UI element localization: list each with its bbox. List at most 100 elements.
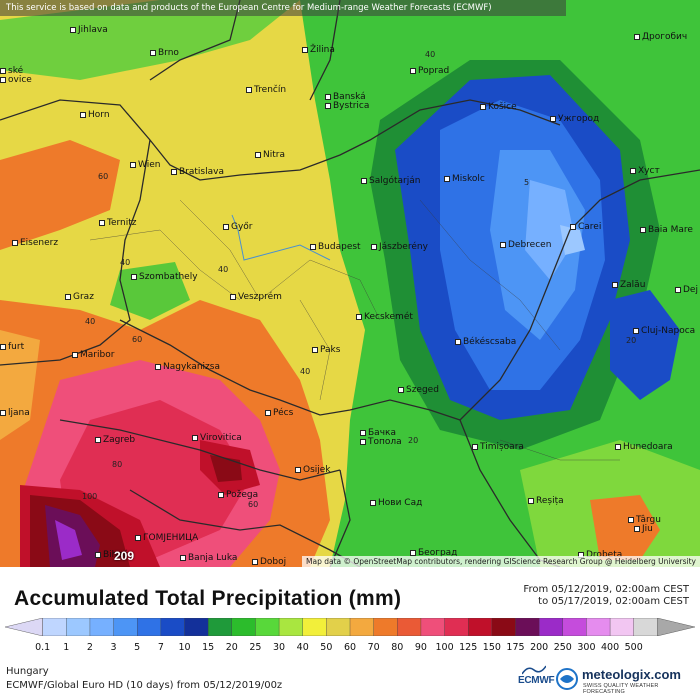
city-name: Trenčín — [254, 85, 287, 95]
city-name: Veszprém — [238, 292, 282, 302]
city-name: Žilina — [310, 45, 335, 55]
city-marker-icon — [371, 243, 377, 250]
city-label: Baia Mare — [640, 225, 693, 235]
city-marker-icon — [360, 438, 366, 445]
city-name: Pécs — [273, 408, 294, 418]
scale-swatch — [113, 618, 138, 636]
city-marker-icon — [295, 466, 301, 473]
city-marker-icon — [480, 103, 486, 110]
city-label: Trenčín — [246, 85, 286, 95]
city-label: Нови Сад — [370, 498, 422, 508]
scale-swatch — [278, 618, 304, 636]
city-marker-icon — [570, 223, 576, 230]
city-name: Brno — [158, 48, 179, 58]
city-marker-icon — [95, 436, 101, 443]
contour-value: 20 — [408, 436, 419, 445]
city-label: Brno — [150, 48, 179, 58]
city-label: Bystrica — [325, 101, 369, 111]
city-marker-icon — [131, 273, 137, 280]
scale-swatch — [207, 618, 233, 636]
city-label: Zalău — [612, 280, 645, 290]
scale-label: 500 — [624, 642, 643, 653]
city-label: Banská — [325, 92, 366, 102]
meteologix-logo-icon[interactable] — [556, 668, 578, 690]
city-name: Szombathely — [139, 272, 198, 282]
scale-label: 5 — [134, 642, 141, 653]
precipitation-map[interactable]: Jihlava Brno Žilina Poprad Дрогобич Horn Trenč… — [0, 0, 700, 567]
city-label: Graz — [65, 292, 94, 302]
scale-swatch — [444, 618, 469, 636]
period-from: From 05/12/2019, 02:00am CEST — [523, 584, 689, 595]
scale-label: 80 — [391, 642, 404, 653]
city-label: Maribor — [72, 350, 114, 360]
city-name: Jiu — [642, 524, 653, 534]
color-scale-labels: 0.1 1 2 3 5 7 10 15 20 25 30 40 50 60 70 80 90 100 125 150 1… — [0, 642, 700, 654]
city-marker-icon — [444, 175, 450, 182]
scale-label: 20 — [225, 642, 238, 653]
legend-panel: Accumulated Total Precipitation (mm) Fro… — [0, 567, 700, 700]
color-scale-bar — [5, 618, 695, 636]
city-marker-icon — [192, 434, 198, 441]
scale-swatch — [515, 618, 540, 636]
city-marker-icon — [12, 239, 18, 246]
scale-label: 300 — [577, 642, 596, 653]
scale-label: 3 — [110, 642, 117, 653]
map-title: Accumulated Total Precipitation (mm) — [14, 587, 402, 610]
city-label: Târgu — [628, 515, 661, 525]
city-label: Doboj — [252, 557, 286, 567]
scale-label: 250 — [553, 642, 572, 653]
city-label: Debrecen — [500, 240, 551, 250]
city-label: furt — [0, 342, 24, 352]
scale-label: 90 — [414, 642, 427, 653]
scale-swatch — [137, 618, 162, 636]
city-label: Veszprém — [230, 292, 282, 302]
city-marker-icon — [612, 281, 618, 288]
map-credit: Map data © OpenStreetMap contributors, r… — [302, 556, 700, 567]
scale-swatch — [5, 618, 43, 636]
city-marker-icon — [325, 93, 331, 100]
city-name: Győr — [231, 222, 253, 232]
period-info: From 05/12/2019, 02:00am CEST to 05/17/2… — [523, 584, 689, 608]
contour-value: 40 — [218, 265, 229, 274]
scale-swatch — [491, 618, 517, 636]
city-name: ovice — [8, 75, 32, 85]
city-name: Zalău — [620, 280, 646, 290]
city-marker-icon — [223, 223, 229, 230]
city-label: Požega — [218, 490, 258, 500]
scale-label: 10 — [178, 642, 191, 653]
city-marker-icon — [180, 554, 186, 561]
city-label: Győr — [223, 222, 253, 232]
scale-swatch — [420, 618, 446, 636]
city-name: Бачка — [368, 428, 396, 438]
contour-value: 40 — [120, 258, 131, 267]
city-marker-icon — [550, 115, 556, 122]
city-label: Топола — [360, 437, 402, 447]
contour-value: 60 — [132, 335, 143, 344]
scale-swatch — [184, 618, 209, 636]
city-name: Baia Mare — [648, 225, 693, 235]
city-name: Дрогобич — [642, 32, 688, 42]
city-marker-icon — [500, 241, 506, 248]
city-name: Jászberény — [379, 242, 428, 252]
city-name: Нови Сад — [378, 498, 423, 508]
scale-label: 2 — [86, 642, 93, 653]
city-name: Debrecen — [508, 240, 552, 250]
city-name: Cluj-Napoca — [641, 326, 696, 336]
city-name: Bystrica — [333, 101, 370, 111]
city-marker-icon — [135, 534, 141, 541]
city-label: Carei — [570, 222, 601, 232]
scale-label: 25 — [249, 642, 262, 653]
brand-tagline: SWISS QUALITY WEATHER FORECASTING — [583, 683, 659, 695]
city-marker-icon — [95, 551, 101, 558]
city-marker-icon — [0, 76, 6, 83]
city-label: Wien — [130, 160, 160, 170]
city-name: Timișoara — [480, 442, 524, 452]
city-marker-icon — [0, 409, 6, 416]
city-label: Jászberény — [371, 242, 428, 252]
brand-name[interactable]: meteologix.com — [582, 667, 681, 682]
contour-value: 80 — [112, 460, 123, 469]
city-label: Košice — [480, 102, 517, 112]
city-name: Reșița — [536, 496, 564, 506]
city-label: Virovitica — [192, 433, 242, 443]
